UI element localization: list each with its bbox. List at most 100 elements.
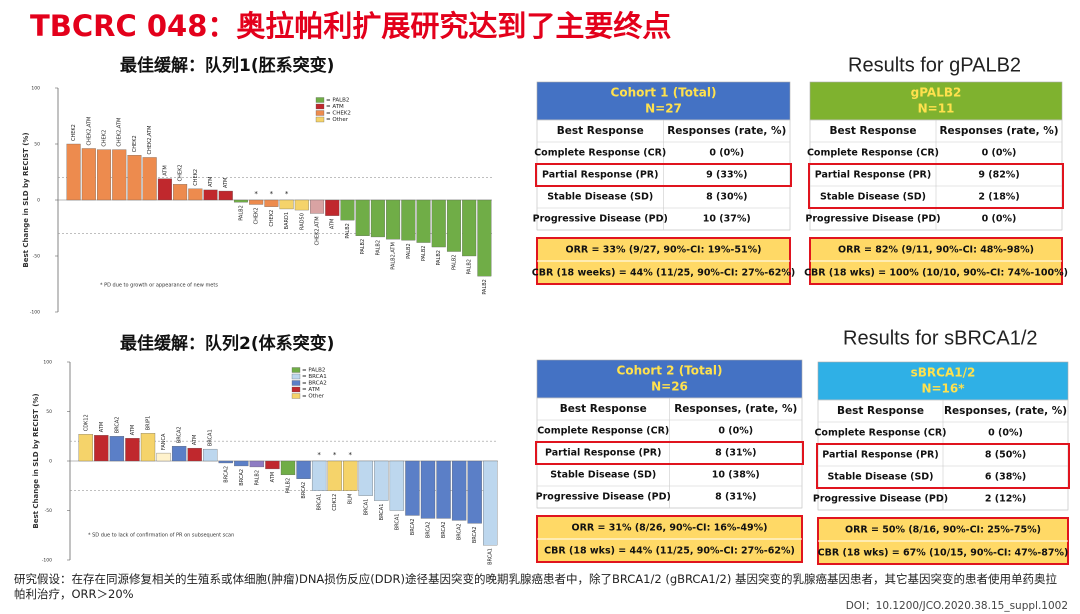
bar (296, 460, 311, 479)
bar (370, 199, 385, 238)
legend-swatch (291, 367, 301, 373)
table-cell: Stable Disease (SD) (820, 192, 926, 203)
legend-label: = PALB2 (326, 98, 349, 104)
results-heading: Results for gPALB2 (848, 54, 1021, 76)
bar (173, 184, 188, 201)
bar-label: CHEK2,ATM (315, 216, 321, 245)
table-cell: 9 (82%) (978, 170, 1019, 181)
legend-swatch (315, 103, 325, 110)
bar (280, 460, 296, 476)
bar-label: PALB2 (254, 470, 260, 486)
table-cell: Complete Response (CR) (537, 426, 669, 437)
bar (355, 199, 370, 236)
bar (157, 178, 172, 201)
bar (78, 434, 93, 462)
bar-label: PALB2 (482, 279, 488, 295)
bar-label: FANCA (161, 433, 167, 450)
bar-label: CHEK2,ATM (117, 118, 123, 147)
bar-label: BRIP1 (146, 416, 152, 431)
highlight-box (535, 163, 792, 187)
table-cell: 8 (31%) (715, 448, 756, 459)
table-cell: Partial Response (PR) (815, 170, 931, 181)
bar-label: RAD50 (299, 213, 305, 230)
highlight-box (808, 163, 1064, 209)
y-tick-label: 100 (43, 360, 52, 366)
bar-label: BRCA1 (363, 499, 369, 516)
legend-swatch (291, 380, 301, 386)
column-header: Best Response (560, 403, 647, 415)
bar-label: BRCA1 (379, 504, 385, 521)
summary-text: ORR = 31% (8/26, 90%-CI: 16%-49%) (572, 523, 768, 534)
bar (142, 157, 157, 201)
bar-label: BRCA2 (239, 469, 245, 486)
footer-note: 研究假设：在存在同源修复相关的生殖系或体细胞(肿瘤)DNA损伤反应(DDR)途径… (14, 572, 1057, 601)
bar-label: PALB2 (436, 250, 442, 266)
table-title: sBRCA1/2 (911, 366, 976, 380)
table-n: N=16* (921, 382, 965, 396)
table-cell: 0 (0%) (718, 426, 753, 437)
legend-label: = ATM (326, 104, 344, 110)
table-cell: 9 (33%) (706, 170, 747, 181)
bar-label: BRCA1 (208, 429, 214, 446)
bar-label: BRCA2 (410, 518, 416, 535)
table-cell: 0 (0%) (988, 428, 1023, 439)
bar (203, 448, 218, 462)
bar-label: PALB2 (375, 240, 381, 256)
y-tick-label: -50 (33, 254, 40, 260)
table-cell: Stable Disease (SD) (550, 470, 656, 481)
bar-label: PALB2 (345, 223, 351, 239)
bar-label: CDK12 (83, 414, 89, 431)
legend-swatch (315, 97, 325, 103)
bar (416, 199, 431, 243)
table-cell: 10 (38%) (712, 470, 760, 481)
bar-label: ATM (223, 178, 229, 188)
column-header: Responses, (rate, %) (944, 405, 1067, 417)
bar (81, 148, 96, 201)
marker: * (333, 451, 337, 459)
table-title: Cohort 2 (Total) (617, 364, 723, 378)
bar-label: BRCA2 (114, 417, 120, 434)
bar-label: BRCA1 (394, 514, 400, 531)
y-tick-label: 0 (37, 198, 40, 204)
bar-label: ATM (162, 165, 168, 175)
bar-label: PALB2 (421, 246, 427, 262)
column-header: Best Response (837, 405, 924, 417)
bar (112, 149, 127, 201)
chart-note: * PD due to growth or appearance of new … (100, 283, 218, 289)
bar (94, 435, 109, 462)
bar-label: BRCA2 (472, 526, 478, 543)
bar (97, 149, 112, 201)
slide-title: TBCRC 048：奥拉帕利扩展研究达到了主要终点 (30, 9, 671, 43)
table-header (817, 361, 1069, 401)
legend-swatch (315, 116, 325, 123)
table-cell: Partial Response (PR) (545, 448, 661, 459)
bar (171, 445, 187, 462)
column-header: Responses (rate, %) (939, 125, 1058, 137)
legend-label: = BRCA2 (302, 381, 327, 387)
summary-text: ORR = 82% (9/11, 90%-CI: 48%-98%) (838, 245, 1034, 256)
y-tick-label: 50 (34, 142, 40, 148)
bar (125, 438, 140, 462)
summary-text: CBR (18 wks) = 100% (10/10, 90%-CI: 74%-… (804, 268, 1068, 279)
table-cell: Progressive Disease (PD) (533, 214, 668, 225)
legend-label: = PALB2 (302, 368, 325, 374)
table-cell: Partial Response (PR) (542, 170, 658, 181)
legend-label: = Other (302, 394, 325, 400)
table-cell: 6 (38%) (985, 472, 1026, 483)
bar (218, 190, 233, 201)
table-cell: 10 (37%) (703, 214, 751, 225)
bar-label: CHEK2 (178, 164, 184, 181)
bar (188, 188, 203, 201)
bar (265, 460, 280, 470)
summary-text: ORR = 50% (8/16, 90%-CI: 25%-75%) (845, 525, 1041, 536)
bar-label: PALB2 (451, 255, 457, 271)
column-header: Responses, (rate, %) (674, 403, 797, 415)
marker: * (348, 451, 352, 459)
table-header (809, 81, 1063, 121)
marker: * (317, 451, 321, 459)
bar (431, 199, 446, 248)
y-tick-label: -100 (30, 310, 40, 316)
bar (467, 460, 482, 524)
bar (203, 189, 218, 201)
